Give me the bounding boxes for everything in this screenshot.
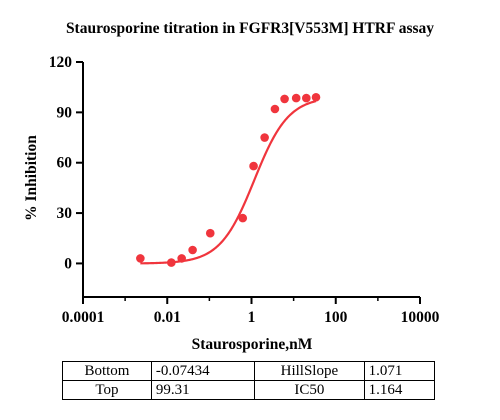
- table-row: Bottom -0.07434 HillSlope 1.071: [62, 361, 436, 381]
- x-tick-label: 100: [324, 309, 348, 326]
- fit-curve-layer: [140, 100, 317, 265]
- param-value-cell: 1.164: [363, 380, 436, 400]
- axes: 0 30 60 90 120 0.0001 0.01 1 100 10000: [49, 54, 440, 326]
- data-point: [205, 228, 215, 238]
- data-points-layer: [136, 92, 321, 267]
- x-tick-label: 0.01: [154, 309, 181, 326]
- y-tick-label: 30: [57, 205, 73, 222]
- data-point: [249, 161, 258, 171]
- param-name-cell: Top: [62, 380, 152, 400]
- data-point: [302, 93, 311, 103]
- y-tick-label: 0: [64, 255, 72, 272]
- data-point: [167, 258, 176, 267]
- data-point: [270, 104, 280, 114]
- dose-response-plot: 0 30 60 90 120 0.0001 0.01 1 100 10000 Staurospor…: [23, 54, 440, 353]
- param-name-cell: IC50: [254, 380, 365, 400]
- x-axis-label: Staurosporine,nM: [192, 336, 313, 353]
- y-tick-label: 90: [57, 104, 73, 121]
- x-tick-label: 1: [248, 309, 256, 326]
- data-point: [177, 254, 186, 263]
- x-tick-label: 0.0001: [62, 309, 105, 326]
- param-value-cell: 99.31: [150, 380, 256, 400]
- y-tick-label: 120: [49, 54, 73, 71]
- param-name-cell: HillSlope: [254, 361, 365, 381]
- parameters-table: Bottom -0.07434 HillSlope 1.071 Top 99.3…: [62, 361, 436, 400]
- data-point: [291, 93, 301, 103]
- x-tick-label: 10000: [401, 309, 440, 326]
- param-value-cell: -0.07434: [150, 361, 256, 381]
- data-point: [188, 245, 197, 255]
- data-point: [136, 254, 145, 263]
- data-point: [280, 94, 289, 104]
- param-name-cell: Bottom: [62, 361, 152, 381]
- y-tick-label: 60: [57, 155, 73, 172]
- table-row: Top 99.31 IC50 1.164: [62, 380, 436, 400]
- data-point: [238, 213, 248, 223]
- data-point: [311, 92, 321, 102]
- y-axis-label: % Inhibition: [23, 135, 40, 221]
- chart-title: Staurosporine titration in FGFR3[V553M] …: [65, 20, 435, 37]
- fit-curve: [140, 100, 317, 265]
- data-point: [260, 133, 269, 142]
- param-value-cell: 1.071: [363, 361, 436, 381]
